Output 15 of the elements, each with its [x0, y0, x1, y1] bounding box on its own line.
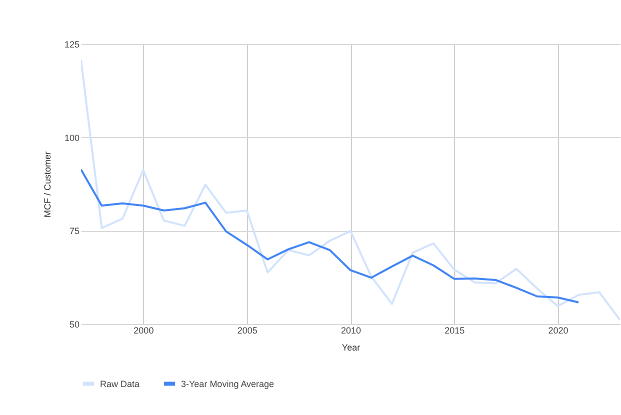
x-tick-label: 2010 [340, 326, 362, 336]
x-tick-label: 2020 [548, 326, 568, 336]
x-axis-title: Year [342, 342, 360, 352]
legend-label: 3-Year Moving Average [181, 378, 274, 389]
y-tick-label: 100 [64, 132, 80, 143]
y-tick-label: 75 [69, 226, 80, 236]
line-series [81, 168, 580, 304]
line-series [81, 59, 620, 321]
y-tick-label: 125 [64, 40, 80, 50]
x-tick-label: 2000 [134, 326, 154, 336]
x-tick-label: 2015 [444, 326, 465, 336]
y-axis-title: MCF / Customer [42, 151, 52, 218]
y-tick-label: 50 [69, 320, 80, 330]
legend-label: Raw Data [100, 378, 140, 389]
x-tick-label: 2005 [237, 326, 258, 336]
